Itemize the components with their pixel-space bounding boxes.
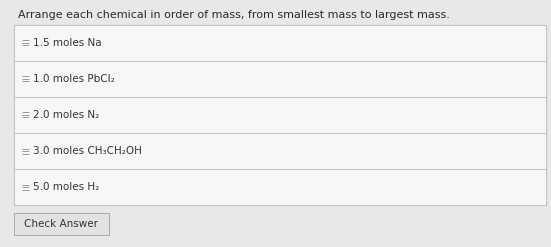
Text: 5.0 moles H₂: 5.0 moles H₂: [33, 182, 99, 192]
Text: Check Answer: Check Answer: [24, 219, 99, 229]
Text: Arrange each chemical in order of mass, from smallest mass to largest mass.: Arrange each chemical in order of mass, …: [18, 10, 450, 20]
FancyBboxPatch shape: [14, 25, 546, 205]
Text: 2.0 moles N₂: 2.0 moles N₂: [33, 110, 99, 120]
FancyBboxPatch shape: [14, 25, 546, 61]
Text: 1.5 moles Na: 1.5 moles Na: [33, 38, 101, 48]
Text: 3.0 moles CH₃CH₂OH: 3.0 moles CH₃CH₂OH: [33, 146, 142, 156]
FancyBboxPatch shape: [14, 213, 109, 235]
FancyBboxPatch shape: [14, 97, 546, 133]
FancyBboxPatch shape: [14, 133, 546, 169]
Text: 1.0 moles PbCl₂: 1.0 moles PbCl₂: [33, 74, 115, 84]
FancyBboxPatch shape: [14, 169, 546, 205]
FancyBboxPatch shape: [14, 61, 546, 97]
